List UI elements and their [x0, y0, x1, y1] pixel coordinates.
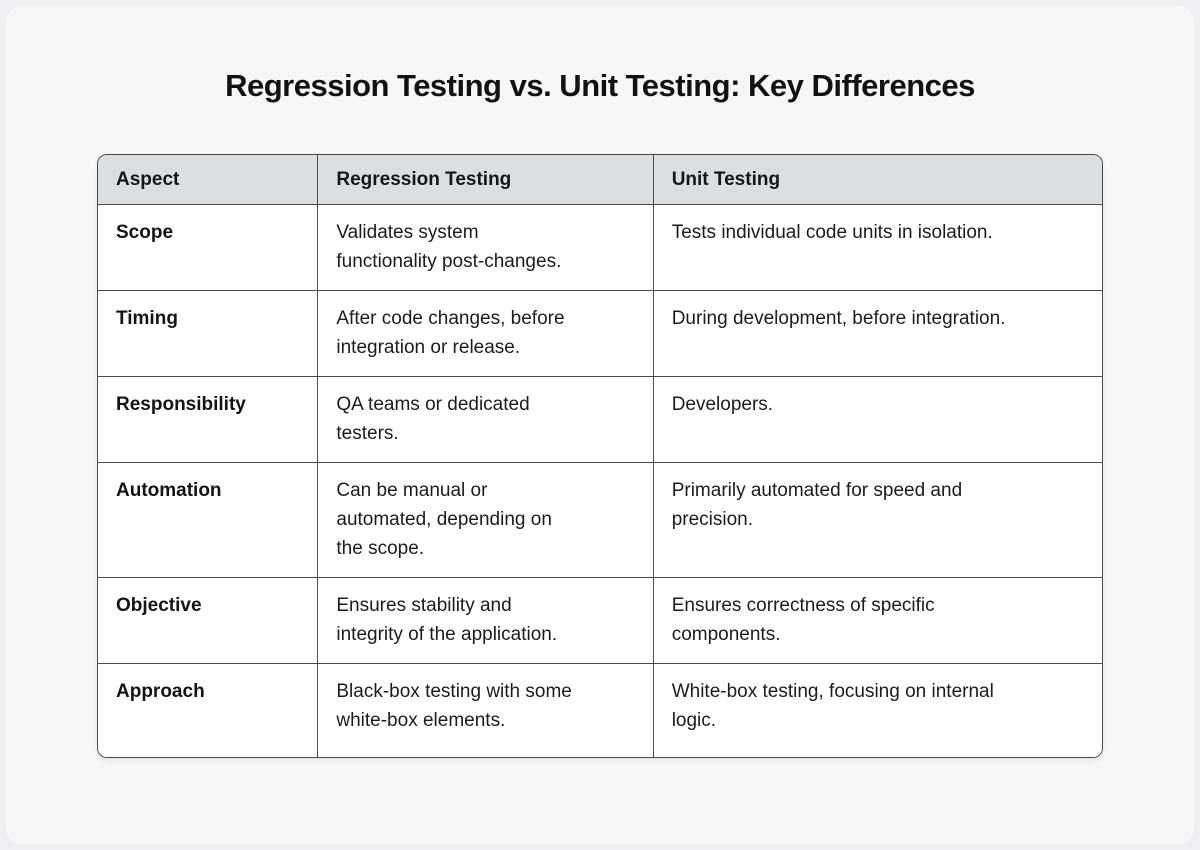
unit-cell: Developers.	[652, 376, 1102, 463]
header-cell-regression: Regression Testing	[317, 155, 654, 205]
aspect-cell: Approach	[98, 663, 319, 757]
regression-cell: Ensures stability and integrity of the a…	[317, 577, 654, 664]
comparison-table: Aspect Regression Testing Unit Testing S…	[97, 154, 1103, 758]
regression-cell: Black-box testing with some white-box el…	[317, 663, 654, 757]
unit-cell: Primarily automated for speed and precis…	[652, 462, 1102, 578]
table-row: Responsibility QA teams or dedicated tes…	[98, 376, 1102, 463]
page-background: Regression Testing vs. Unit Testing: Key…	[6, 6, 1194, 844]
regression-cell: Can be manual or automated, depending on…	[317, 462, 654, 578]
page-title: Regression Testing vs. Unit Testing: Key…	[225, 68, 975, 103]
table-row: Scope Validates system functionality pos…	[98, 204, 1102, 291]
table-row: Approach Black-box testing with some whi…	[98, 663, 1102, 757]
aspect-cell: Scope	[98, 204, 319, 291]
header-cell-unit: Unit Testing	[652, 155, 1102, 205]
aspect-cell: Responsibility	[98, 376, 319, 463]
aspect-cell: Automation	[98, 462, 319, 578]
regression-cell: QA teams or dedicated testers.	[317, 376, 654, 463]
header-cell-aspect: Aspect	[98, 155, 319, 205]
table-row: Automation Can be manual or automated, d…	[98, 462, 1102, 578]
unit-cell: Tests individual code units in isolation…	[652, 204, 1102, 291]
aspect-cell: Objective	[98, 577, 319, 664]
regression-cell: After code changes, before integration o…	[317, 290, 654, 377]
table-row: Timing After code changes, before integr…	[98, 290, 1102, 377]
regression-cell: Validates system functionality post-chan…	[317, 204, 654, 291]
table-header-row: Aspect Regression Testing Unit Testing	[98, 155, 1102, 205]
aspect-cell: Timing	[98, 290, 319, 377]
table-row: Objective Ensures stability and integrit…	[98, 577, 1102, 664]
unit-cell: During development, before integration.	[652, 290, 1102, 377]
unit-cell: White-box testing, focusing on internal …	[652, 663, 1102, 757]
unit-cell: Ensures correctness of specific componen…	[652, 577, 1102, 664]
